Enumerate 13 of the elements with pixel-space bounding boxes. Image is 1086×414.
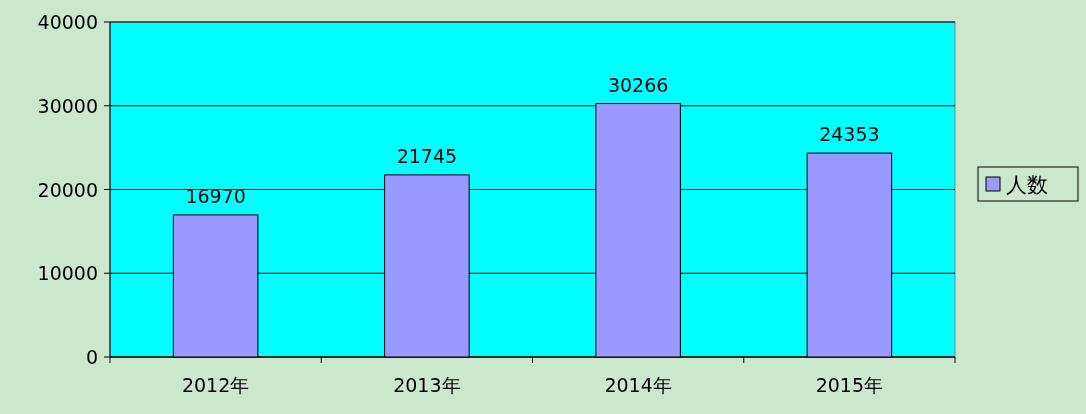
y-tick-label: 10000	[37, 262, 98, 285]
x-tick-label: 2014年	[604, 374, 672, 396]
data-label: 24353	[819, 123, 880, 146]
data-label: 21745	[396, 144, 458, 167]
y-tick-label: 30000	[37, 94, 98, 117]
y-tick-label: 20000	[37, 178, 98, 201]
data-label: 30266	[607, 73, 669, 96]
y-tick-label: 0	[85, 346, 98, 368]
x-tick-label: 2013年	[393, 374, 461, 396]
x-tick-label: 2015年	[815, 374, 884, 396]
y-tick-label: 40000	[37, 11, 98, 33]
x-tick-label: 2012年	[181, 374, 250, 396]
legend-label: 人数	[1006, 173, 1048, 197]
